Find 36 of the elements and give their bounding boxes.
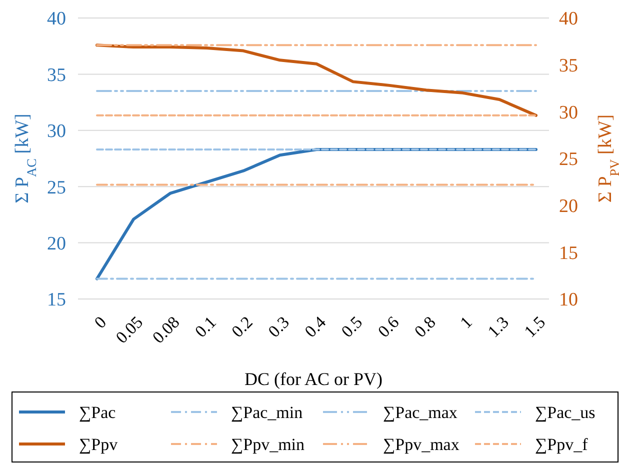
y2-tick-label: 40 <box>559 8 578 30</box>
x-tick-label: 0.5 <box>338 312 366 342</box>
y2-tick-label: 35 <box>559 55 578 76</box>
legend-label: ∑Pac_max <box>383 402 458 422</box>
y2-tick-label: 15 <box>559 242 578 264</box>
legend-label: ∑Pac <box>79 402 116 422</box>
y2-tick-label: 20 <box>559 196 578 217</box>
y-tick-label: 25 <box>47 177 66 198</box>
x-tick-label: 1 <box>456 312 476 332</box>
x-axis-title: DC (for AC or PV) <box>244 369 383 389</box>
legend-label: ∑Ppv_max <box>383 434 460 454</box>
y2-tick-label: 30 <box>559 102 578 124</box>
y-tick-label: 30 <box>47 121 66 142</box>
legend-label: ∑Pac_min <box>231 402 304 422</box>
legend-label: ∑Pac_us <box>535 402 596 422</box>
legend-label: ∑Ppv_f <box>535 434 588 454</box>
x-tick-label: 1.3 <box>484 312 512 342</box>
x-tick-label: 0 <box>90 312 110 332</box>
x-tick-label: 0.1 <box>191 312 220 342</box>
legend-label: ∑Ppv_min <box>231 434 306 454</box>
line-series <box>96 44 538 117</box>
x-tick-label: 0.8 <box>410 312 440 342</box>
y-tick-label: 35 <box>47 64 66 86</box>
legend-label: ∑Ppv <box>79 434 118 454</box>
x-tick-label: 0.3 <box>264 312 293 342</box>
x-tick-label: 0.05 <box>112 312 147 348</box>
x-tick-label: 0.4 <box>301 312 330 342</box>
y-tick-label: 20 <box>47 233 66 254</box>
x-tick-label: 0.6 <box>374 312 403 342</box>
y2-tick-label: 10 <box>559 290 578 311</box>
x-tick-label: 1.5 <box>520 312 550 342</box>
x-tick-label: 0.08 <box>148 312 184 348</box>
x-tick-label: 0.2 <box>228 312 256 342</box>
y-tick-label: 40 <box>47 8 66 30</box>
y-tick-label: 15 <box>47 290 66 311</box>
y2-tick-label: 25 <box>559 149 578 170</box>
